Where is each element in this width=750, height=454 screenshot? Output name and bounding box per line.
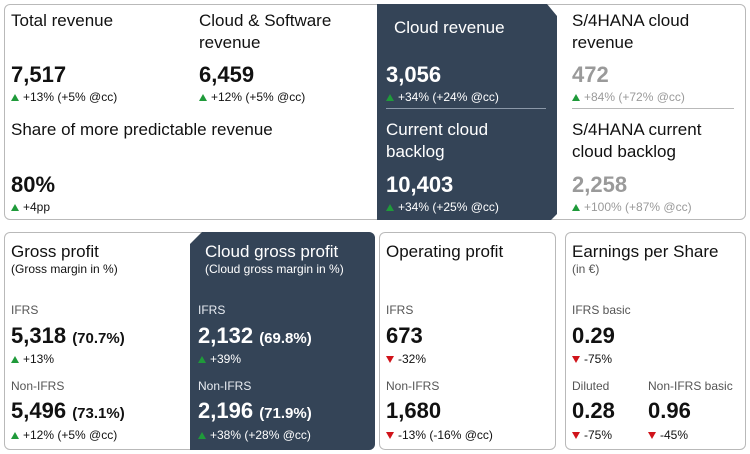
down-arrow-icon [572,356,580,363]
predictable-revenue-change: +4pp [11,200,50,214]
cloud-gross-profit-subtitle: (Cloud gross margin in %) [205,262,344,276]
s4-cloud-revenue-change: +84% (+72% @cc) [572,90,685,104]
cloud-revenue-value: 3,056 [386,62,442,87]
eps-subtitle: (in €) [572,262,600,276]
cloud-gross-nonifrs-change: +38% (+28% @cc) [198,428,311,442]
eps-title: Earnings per Share [572,242,719,261]
predictable-revenue-label: Share of more predictable revenue [11,120,273,139]
cloud-gross-profit-title: Cloud gross profit [205,242,339,261]
down-arrow-icon [386,356,394,363]
s4-cloud-revenue-label: S/4HANA cloud revenue [572,11,690,52]
operating-profit-ifrs-change: -32% [386,352,426,366]
cloud-software-label: Cloud & Software revenue [199,11,332,52]
down-arrow-icon [648,432,656,439]
eps-basic-label: IFRS basic [572,303,631,317]
up-arrow-icon [386,204,394,211]
eps-diluted-change: -75% [572,428,612,442]
eps-diluted-value: 0.28 [572,398,615,423]
down-arrow-icon [572,432,580,439]
total-revenue-value: 7,517 [11,62,67,87]
revenue-panel [4,4,746,220]
cloud-highlight-panel [377,4,557,220]
up-arrow-icon [11,432,19,439]
up-arrow-icon [572,204,580,211]
cloud-gross-ifrs-value: 2,132 (69.8%) [198,323,312,348]
gross-profit-nonifrs-label: Non-IFRS [11,379,65,393]
up-arrow-icon [572,94,580,101]
cloud-revenue-label: Cloud revenue [394,18,505,37]
up-arrow-icon [11,204,19,211]
operating-profit-ifrs-label: IFRS [386,303,414,317]
eps-nonifrs-label: Non-IFRS basic [648,379,733,393]
eps-nonifrs-change: -45% [648,428,688,442]
s4-backlog-label: S/4HANA current cloud backlog [572,120,702,161]
operating-profit-nonifrs-value: 1,680 [386,398,442,423]
gross-profit-nonifrs-change: +12% (+5% @cc) [11,428,117,442]
eps-basic-value: 0.29 [572,323,615,348]
cloud-divider [386,108,546,109]
cloud-gross-highlight-panel [190,232,375,450]
eps-panel [565,232,746,450]
cloud-software-change: +12% (+5% @cc) [199,90,305,104]
gross-profit-ifrs-value: 5,318 (70.7%) [11,323,125,348]
operating-profit-ifrs-value: 673 [386,323,423,348]
cloud-backlog-label: Current cloud backlog [386,120,489,161]
up-arrow-icon [198,432,206,439]
s4-backlog-value: 2,258 [572,172,628,197]
operating-profit-panel [379,232,556,450]
up-arrow-icon [11,356,19,363]
eps-basic-change: -75% [572,352,612,366]
operating-profit-nonifrs-label: Non-IFRS [386,379,440,393]
down-arrow-icon [386,432,394,439]
total-revenue-change: +13% (+5% @cc) [11,90,117,104]
up-arrow-icon [198,356,206,363]
gross-profit-ifrs-label: IFRS [11,303,39,317]
operating-profit-title: Operating profit [386,242,504,261]
gross-profit-title: Gross profit [11,242,99,261]
cloud-gross-nonifrs-value: 2,196 (71.9%) [198,398,312,423]
cloud-software-value: 6,459 [199,62,255,87]
eps-diluted-label: Diluted [572,379,610,393]
gross-profit-ifrs-change: +13% [11,352,54,366]
s4-cloud-revenue-value: 472 [572,62,609,87]
operating-profit-nonifrs-change: -13% (-16% @cc) [386,428,493,442]
cloud-gross-ifrs-change: +39% [198,352,241,366]
cloud-gross-nonifrs-label: Non-IFRS [198,379,252,393]
s4-divider [572,108,734,109]
cloud-gross-ifrs-label: IFRS [198,303,226,317]
s4-backlog-change: +100% (+87% @cc) [572,200,692,214]
cloud-backlog-value: 10,403 [386,172,454,197]
up-arrow-icon [386,94,394,101]
cloud-revenue-change: +34% (+24% @cc) [386,90,499,104]
cloud-backlog-change: +34% (+25% @cc) [386,200,499,214]
total-revenue-label: Total revenue [11,11,114,30]
gross-profit-nonifrs-value: 5,496 (73.1%) [11,398,125,423]
eps-nonifrs-value: 0.96 [648,398,691,423]
gross-profit-subtitle: (Gross margin in %) [11,262,118,276]
up-arrow-icon [11,94,19,101]
predictable-revenue-value: 80% [11,172,56,197]
up-arrow-icon [199,94,207,101]
